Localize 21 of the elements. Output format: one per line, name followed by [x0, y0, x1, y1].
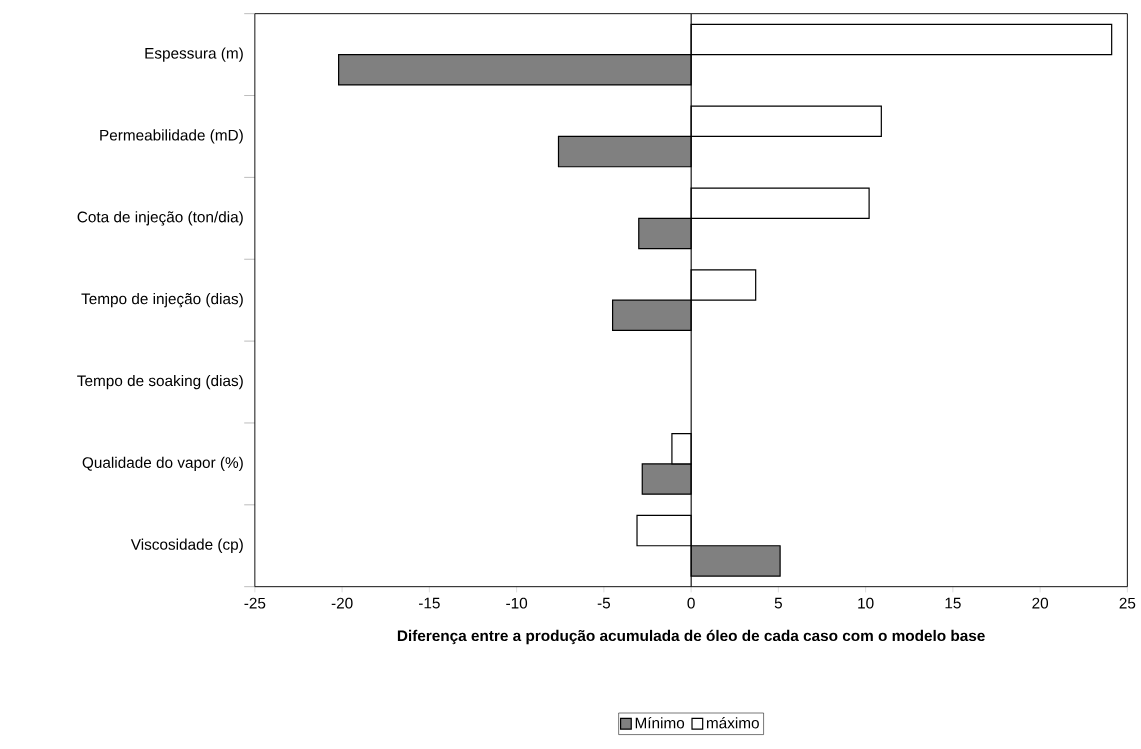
x-tick-label: 5: [774, 597, 782, 609]
y-tick-label: Espessura (m): [145, 47, 243, 62]
y-tick-label: Permeabilidade (mD): [100, 129, 243, 144]
y-tick-label: Cota de injeção (ton/dia): [77, 211, 243, 226]
x-tick-label: 20: [1032, 597, 1049, 609]
legend-label: máximo: [706, 717, 759, 729]
x-tick-label: 25: [1119, 597, 1136, 609]
x-tick-label: -15: [418, 597, 440, 609]
x-tick-label: -20: [331, 597, 353, 609]
x-tick-label: -25: [244, 597, 266, 609]
y-tick-label: Qualidade do vapor (%): [82, 456, 243, 472]
y-tick-label: Viscosidade (cp): [130, 538, 243, 554]
x-tick-label: 0: [687, 597, 695, 609]
x-axis-title: Diferença entre a produção acumulada de óleo de cada caso com o modelo base: [397, 629, 985, 645]
x-tick-label: -5: [597, 597, 611, 609]
y-tick-label: Tempo de soaking (dias): [77, 375, 243, 390]
x-tick-label: 10: [858, 597, 874, 609]
y-tick-label: Tempo de injeção (dias): [81, 293, 243, 308]
x-tick-label: -10: [506, 597, 528, 609]
legend-label: Mínimo: [635, 717, 685, 729]
x-tick-label: 15: [945, 597, 961, 609]
